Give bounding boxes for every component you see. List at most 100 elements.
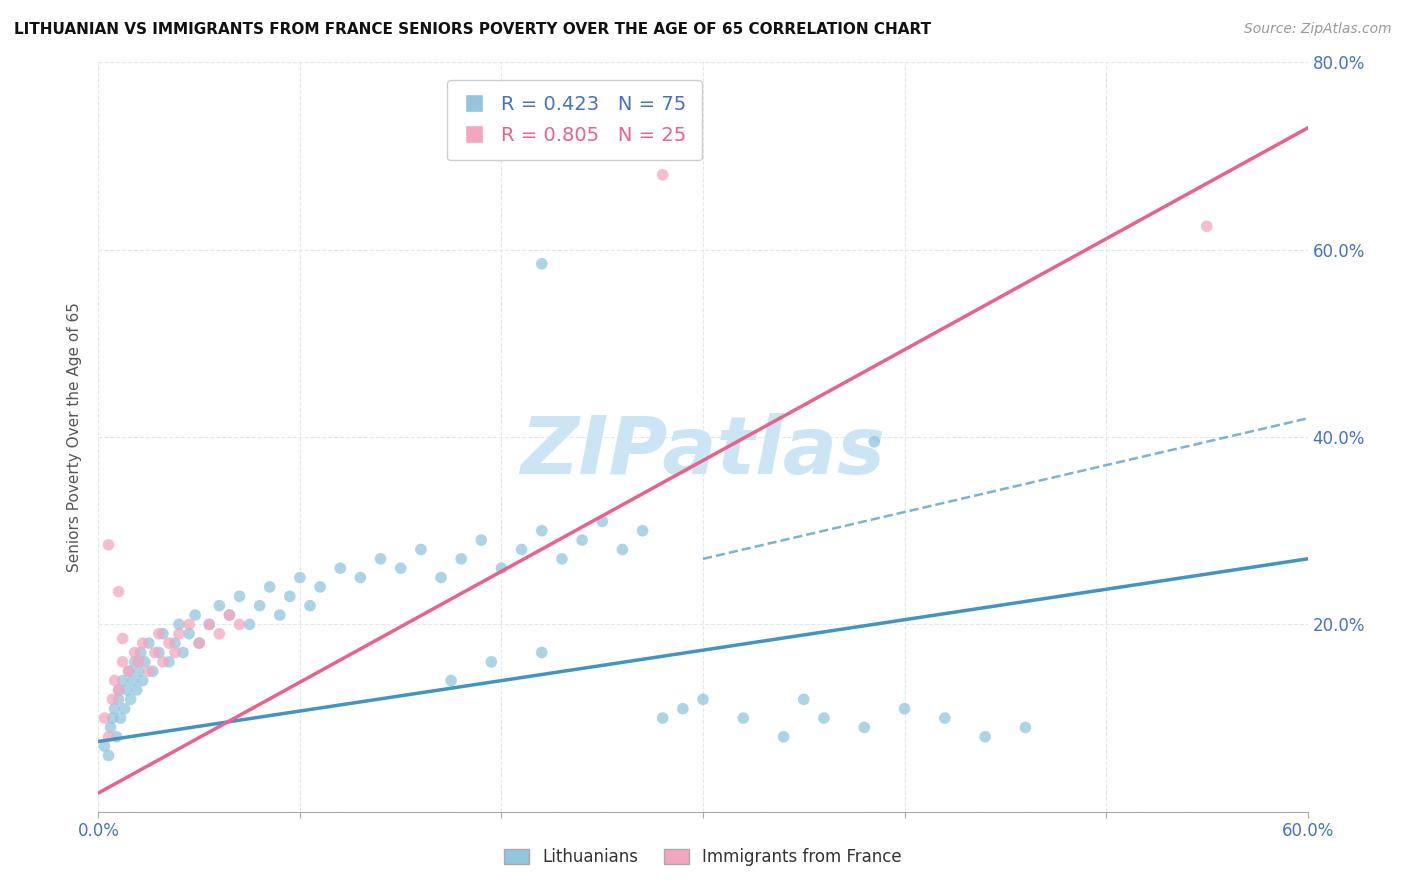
Point — [132, 636, 155, 650]
Point — [124, 655, 146, 669]
Point — [1014, 721, 1036, 735]
Legend: Lithuanians, Immigrants from France: Lithuanians, Immigrants from France — [496, 840, 910, 875]
Point — [188, 636, 211, 650]
Point — [163, 646, 186, 660]
Point — [132, 673, 155, 688]
Point — [440, 673, 463, 688]
Point — [813, 711, 835, 725]
Point — [93, 739, 115, 753]
Point — [893, 701, 915, 715]
Point — [97, 730, 120, 744]
Point — [389, 561, 412, 575]
Point — [481, 655, 503, 669]
Text: Source: ZipAtlas.com: Source: ZipAtlas.com — [1244, 22, 1392, 37]
Point — [651, 168, 673, 182]
Point — [299, 599, 322, 613]
Point — [198, 617, 221, 632]
Point — [101, 711, 124, 725]
Point — [157, 636, 180, 650]
Point — [571, 533, 593, 547]
Point — [793, 692, 815, 706]
Point — [934, 711, 956, 725]
Point — [329, 561, 352, 575]
Point — [142, 664, 165, 679]
Point — [491, 561, 513, 575]
Point — [143, 646, 166, 660]
Point — [198, 617, 221, 632]
Point — [692, 692, 714, 706]
Point — [349, 571, 371, 585]
Point — [97, 748, 120, 763]
Point — [208, 599, 231, 613]
Point — [672, 701, 695, 715]
Point — [218, 608, 240, 623]
Point — [530, 646, 553, 660]
Point — [115, 683, 138, 698]
Point — [612, 542, 634, 557]
Point — [103, 701, 125, 715]
Point — [591, 514, 613, 528]
Point — [107, 683, 129, 698]
Point — [120, 692, 142, 706]
Point — [152, 626, 174, 640]
Point — [118, 664, 141, 679]
Point — [111, 673, 134, 688]
Point — [148, 646, 170, 660]
Point — [288, 571, 311, 585]
Point — [152, 655, 174, 669]
Point — [409, 542, 432, 557]
Point — [530, 257, 553, 271]
Point — [184, 608, 207, 623]
Point — [129, 646, 152, 660]
Point — [239, 617, 262, 632]
Point — [430, 571, 453, 585]
Point — [128, 664, 150, 679]
Point — [110, 711, 132, 725]
Point — [93, 711, 115, 725]
Point — [125, 683, 148, 698]
Point — [370, 551, 392, 566]
Point — [450, 551, 472, 566]
Text: ZIPatlas: ZIPatlas — [520, 413, 886, 491]
Point — [853, 721, 876, 735]
Point — [148, 626, 170, 640]
Point — [138, 664, 160, 679]
Point — [208, 626, 231, 640]
Point — [114, 701, 136, 715]
Point — [249, 599, 271, 613]
Point — [269, 608, 291, 623]
Point — [128, 655, 150, 669]
Point — [651, 711, 673, 725]
Point — [470, 533, 492, 547]
Point — [510, 542, 533, 557]
Legend: R = 0.423   N = 75, R = 0.805   N = 25: R = 0.423 N = 75, R = 0.805 N = 25 — [447, 79, 702, 161]
Point — [111, 655, 134, 669]
Point — [124, 646, 146, 660]
Point — [309, 580, 332, 594]
Point — [863, 434, 886, 449]
Point — [101, 692, 124, 706]
Point — [278, 590, 301, 604]
Point — [772, 730, 794, 744]
Point — [138, 636, 160, 650]
Point — [100, 721, 122, 735]
Point — [188, 636, 211, 650]
Point — [259, 580, 281, 594]
Point — [228, 617, 250, 632]
Point — [218, 608, 240, 623]
Point — [167, 617, 190, 632]
Point — [733, 711, 755, 725]
Point — [107, 683, 129, 698]
Text: LITHUANIAN VS IMMIGRANTS FROM FRANCE SENIORS POVERTY OVER THE AGE OF 65 CORRELAT: LITHUANIAN VS IMMIGRANTS FROM FRANCE SEN… — [14, 22, 931, 37]
Point — [118, 664, 141, 679]
Point — [157, 655, 180, 669]
Point — [974, 730, 997, 744]
Point — [631, 524, 654, 538]
Point — [167, 626, 190, 640]
Point — [228, 590, 250, 604]
Point — [103, 673, 125, 688]
Point — [530, 524, 553, 538]
Point — [1195, 219, 1218, 234]
Point — [172, 646, 194, 660]
Point — [179, 626, 201, 640]
